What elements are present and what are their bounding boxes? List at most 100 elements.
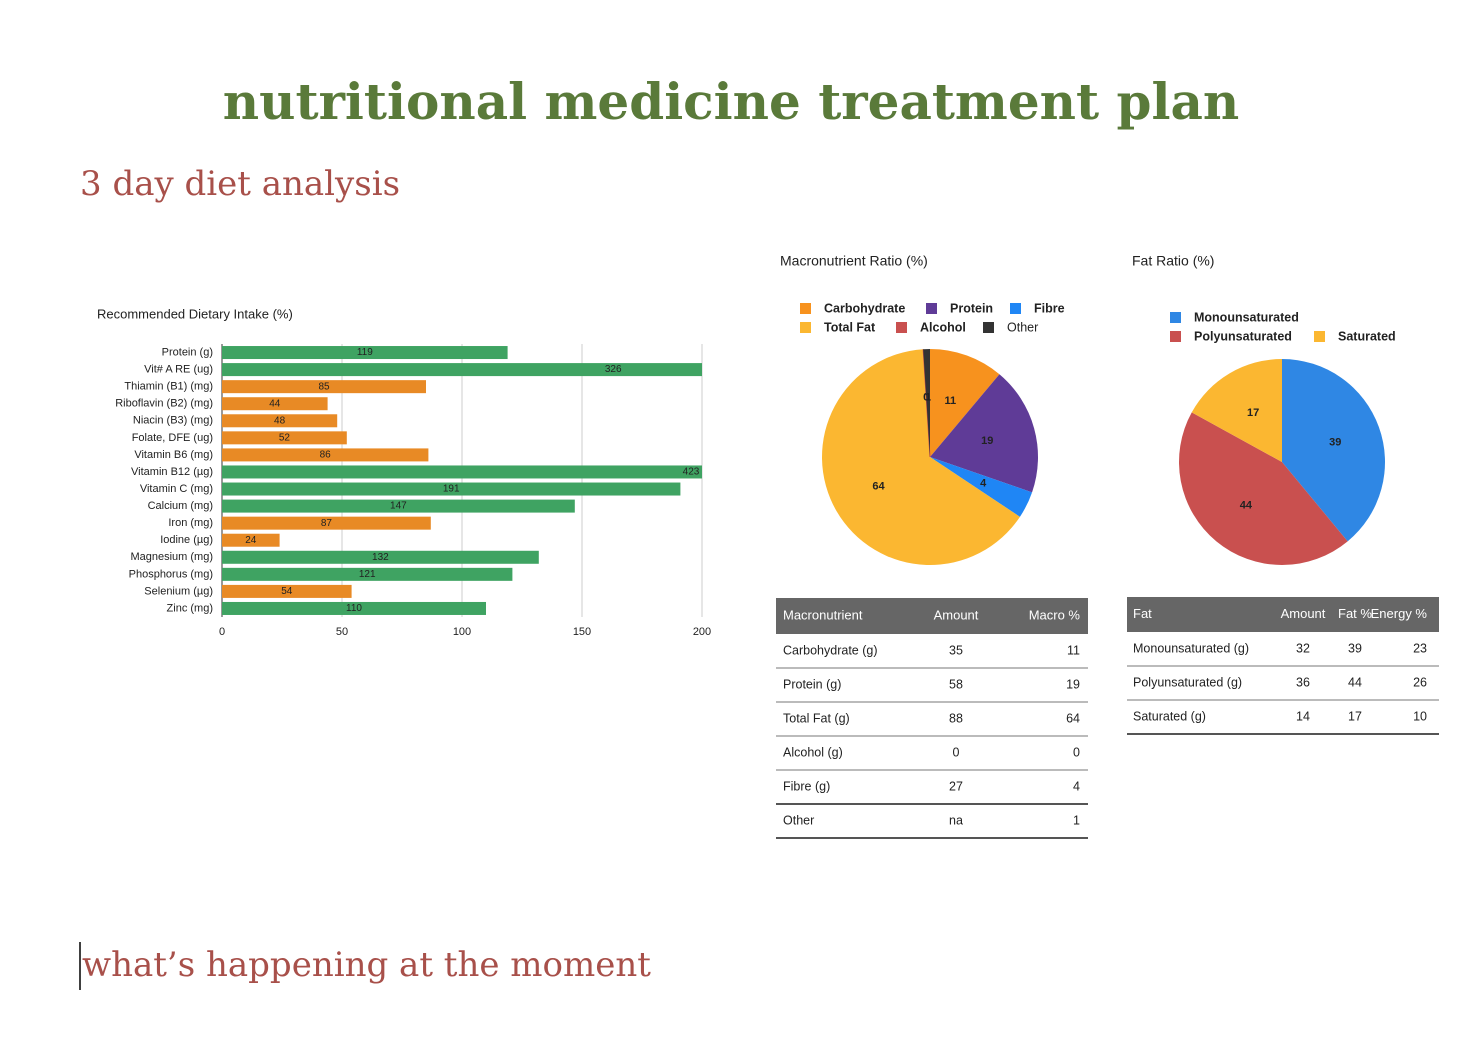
- y-tick-label: Riboflavin (B2) (mg): [115, 398, 213, 410]
- y-tick-label: Magnesium (mg): [130, 551, 213, 563]
- table-cell: 64: [1066, 711, 1080, 725]
- table-cell: 17: [1348, 709, 1362, 723]
- table-cell: Alcohol (g): [783, 745, 843, 759]
- y-tick-label: Phosphorus (mg): [129, 568, 213, 580]
- data-label: 147: [390, 501, 407, 512]
- y-tick-label: Niacin (B3) (mg): [133, 415, 213, 427]
- bar: [222, 346, 508, 360]
- table-cell: 27: [949, 779, 963, 793]
- x-tick-label: 0: [219, 626, 225, 638]
- y-tick-label: Vitamin B12 (µg): [131, 466, 213, 478]
- pie-slice: [930, 374, 1038, 493]
- table-cell: Carbohydrate (g): [783, 643, 878, 657]
- table-cell: 44: [1348, 675, 1362, 689]
- bar: [222, 533, 280, 547]
- table-cell: 36: [1296, 675, 1310, 689]
- data-label: 132: [372, 552, 389, 563]
- legend-label: Polyunsaturated: [1194, 329, 1292, 343]
- x-tick-label: 100: [453, 626, 471, 638]
- y-tick-label: Folate, DFE (ug): [132, 432, 213, 444]
- x-tick-label: 150: [573, 626, 591, 638]
- pie-slice: [1282, 359, 1385, 542]
- plot-area: [222, 346, 702, 615]
- chart-title: Recommended Dietary Intake (%): [97, 306, 293, 321]
- table-cell: 11: [1067, 643, 1080, 657]
- table-cell: 32: [1296, 641, 1310, 655]
- legend-swatch: [926, 303, 937, 314]
- data-label: 39: [1329, 437, 1341, 449]
- table-cell: 10: [1413, 709, 1427, 723]
- bar: [222, 465, 702, 479]
- legend-swatch: [800, 322, 811, 333]
- data-label: 19: [981, 435, 993, 447]
- legend-label: Total Fat: [824, 320, 876, 334]
- bar: [222, 482, 681, 496]
- table-cell: 26: [1413, 675, 1427, 689]
- chart-title: Fat Ratio (%): [1132, 253, 1214, 269]
- data-label: 44: [1240, 500, 1253, 512]
- table-header: [776, 598, 1088, 634]
- data-label: 87: [321, 518, 333, 529]
- legend-swatch: [1010, 303, 1021, 314]
- data-label: 44: [269, 398, 281, 409]
- y-tick-label: Vit# A RE (ug): [144, 364, 213, 376]
- data-label: 17: [1247, 407, 1259, 419]
- table-cell: Saturated (g): [1133, 709, 1206, 723]
- table-header-cell: Amount: [934, 607, 979, 622]
- table-cell: Protein (g): [783, 677, 841, 691]
- table-header-cell: Fat: [1133, 606, 1152, 621]
- table-cell: Other: [783, 813, 814, 827]
- bar: [222, 363, 702, 377]
- table-header-cell: Macro %: [1029, 607, 1081, 622]
- table-cell: 23: [1413, 641, 1427, 655]
- x-tick-label: 200: [693, 626, 711, 638]
- table-cell: 0: [1073, 745, 1080, 759]
- pie-slice: [923, 349, 930, 457]
- data-label: 326: [605, 364, 622, 375]
- bar: [222, 499, 575, 513]
- legend-swatch: [983, 322, 994, 333]
- table-cell: 35: [949, 643, 963, 657]
- table-header-cell: Amount: [1281, 606, 1326, 621]
- legend-label: Fibre: [1034, 301, 1065, 315]
- table-header-cell: Energy %: [1371, 606, 1428, 621]
- pie-slice: [1178, 412, 1348, 566]
- y-tick-label: Protein (g): [162, 346, 213, 358]
- table-cell: 58: [949, 677, 963, 691]
- legend-label: Other: [1007, 320, 1038, 334]
- bar: [222, 550, 539, 564]
- table-cell: Monounsaturated (g): [1133, 641, 1249, 655]
- y-tick-label: Iodine (µg): [160, 534, 213, 546]
- bar: [222, 567, 513, 581]
- data-label: 4: [980, 477, 987, 489]
- table-cell: Fibre (g): [783, 779, 830, 793]
- data-label: 86: [320, 450, 332, 461]
- table-cell: 88: [949, 711, 963, 725]
- bar: [222, 601, 486, 615]
- table-cell: 4: [1073, 779, 1080, 793]
- data-label: 85: [318, 381, 330, 392]
- bar: [222, 584, 352, 598]
- bar: [222, 516, 431, 530]
- data-label: 191: [443, 484, 460, 495]
- pie-slice: [930, 349, 1000, 457]
- legend-swatch: [1314, 331, 1325, 342]
- pie-slice: [821, 349, 1020, 565]
- subtitle: 3 day diet analysis: [80, 164, 400, 204]
- data-label: 119: [357, 347, 373, 358]
- pie-slice: [922, 349, 931, 458]
- table-cell: 0: [953, 745, 960, 759]
- bar: [222, 448, 429, 462]
- table-cell: na: [949, 813, 963, 827]
- legend-label: Protein: [950, 301, 993, 315]
- data-label: 423: [683, 467, 700, 478]
- legend-label: Alcohol: [920, 320, 966, 334]
- table-cell: Total Fat (g): [783, 711, 850, 725]
- footer-heading: what’s happening at the moment: [82, 945, 651, 985]
- data-label: 64: [872, 481, 885, 493]
- y-tick-label: Iron (mg): [168, 517, 213, 529]
- pie-slice: [1191, 359, 1282, 462]
- data-label: 48: [274, 415, 286, 426]
- y-tick-label: Vitamin C (mg): [140, 483, 213, 495]
